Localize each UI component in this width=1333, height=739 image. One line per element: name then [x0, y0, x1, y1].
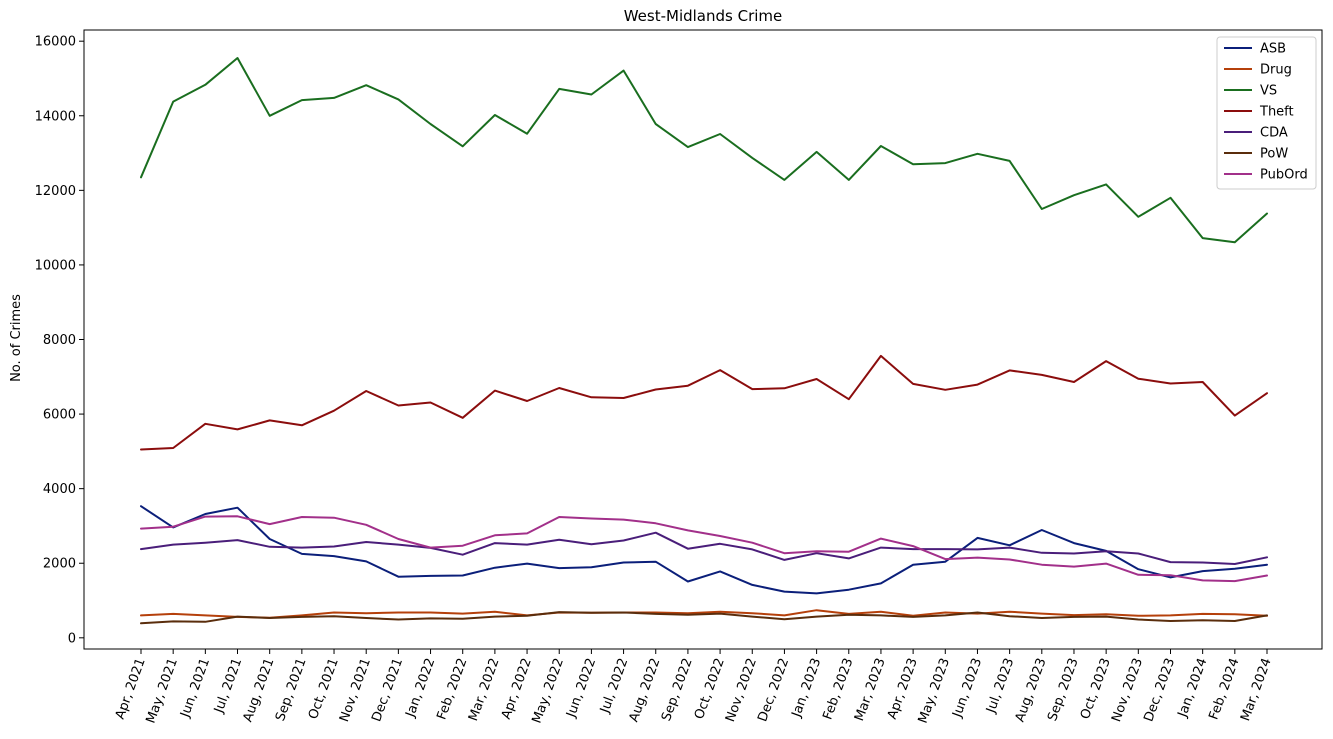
x-tick-label: Aug, 2022: [627, 656, 664, 724]
x-tick-label: Oct, 2023: [1078, 656, 1114, 721]
series-line-pubord: [140, 515, 1268, 583]
x-tick-label: Apr, 2022: [499, 656, 535, 721]
y-tick-label: 16000: [35, 35, 76, 50]
y-tick-label: 14000: [35, 109, 76, 124]
legend-label-theft: Theft: [1259, 105, 1294, 120]
legend-label-pubord: PubOrd: [1260, 168, 1308, 183]
series-line-pow: [140, 611, 1268, 625]
y-tick-label: 4000: [43, 482, 76, 497]
y-tick-label: 12000: [35, 184, 76, 199]
x-tick-label: Nov, 2023: [1109, 656, 1146, 724]
legend: ASB Drug VS Theft CDA PoW PubOrd: [1216, 36, 1317, 190]
chart-title: West-Midlands Crime: [624, 7, 783, 25]
legend-label-pow: PoW: [1260, 147, 1288, 162]
legend-label-cda: CDA: [1260, 126, 1288, 141]
x-tick-label: Oct, 2021: [306, 656, 342, 721]
x-tick-label: Nov, 2021: [337, 656, 374, 724]
legend-box: [1216, 36, 1317, 190]
y-tick-label: 0: [68, 631, 76, 646]
x-tick-label: Feb, 2023: [820, 656, 856, 722]
x-tick-label: Jun, 2023: [950, 656, 986, 720]
series-lines: [140, 57, 1268, 625]
x-tick-label: Jan, 2023: [789, 656, 824, 720]
x-tick-label: Sep, 2022: [659, 656, 696, 723]
x-tick-label: Dec, 2023: [1141, 656, 1178, 724]
x-tick-label: Feb, 2024: [1206, 656, 1242, 722]
series-line-theft: [140, 354, 1268, 451]
x-tick-label: Dec, 2022: [755, 656, 792, 724]
x-tick-label: May, 2023: [916, 656, 953, 725]
series-line-asb: [140, 505, 1268, 595]
x-tick-label: Jul, 2021: [211, 656, 245, 716]
x-tick-label: Mar, 2022: [466, 656, 503, 723]
legend-label-asb: ASB: [1260, 42, 1286, 57]
x-tick-label: Sep, 2021: [273, 656, 310, 723]
x-tick-label: Jan, 2024: [1175, 656, 1210, 720]
x-tick-label: Dec, 2021: [369, 656, 406, 724]
y-tick-label: 6000: [43, 408, 76, 423]
x-tick-label: Oct, 2022: [692, 656, 728, 721]
x-tick-label: Aug, 2023: [1013, 656, 1050, 724]
x-tick-label: Mar, 2023: [852, 656, 889, 723]
x-tick-label: Feb, 2022: [434, 656, 470, 722]
x-tick-label: Sep, 2023: [1045, 656, 1082, 723]
series-line-cda: [140, 531, 1268, 565]
x-tick-label: May, 2021: [143, 656, 180, 725]
x-tick-label: Jan, 2022: [403, 656, 438, 720]
x-tick-label: Nov, 2022: [723, 656, 760, 724]
plot-area: [83, 29, 1323, 650]
x-tick-label: Apr, 2021: [113, 656, 149, 721]
x-tick-label: Jun, 2022: [564, 656, 600, 720]
x-tick-label: Jun, 2021: [178, 656, 214, 720]
x-tick-label: Mar, 2024: [1238, 656, 1275, 723]
legend-label-drug: Drug: [1260, 63, 1292, 78]
y-tick-label: 8000: [43, 333, 76, 348]
series-line-vs: [140, 57, 1268, 244]
legend-label-vs: VS: [1260, 84, 1277, 99]
y-tick-label: 2000: [43, 557, 76, 572]
y-axis-label: No. of Crimes: [9, 294, 24, 382]
y-tick-label: 10000: [35, 258, 76, 273]
x-tick-label: Jul, 2023: [983, 656, 1017, 716]
x-tick-label: Apr, 2023: [885, 656, 921, 721]
x-tick-label: Jul, 2022: [597, 656, 631, 716]
series-line-drug: [140, 609, 1268, 619]
x-tick-label: May, 2022: [530, 656, 567, 725]
y-axis-ticks: 0 2000 4000 6000 8000 10000 12000 14000 16000: [35, 35, 84, 646]
x-tick-label: Aug, 2021: [241, 656, 278, 724]
